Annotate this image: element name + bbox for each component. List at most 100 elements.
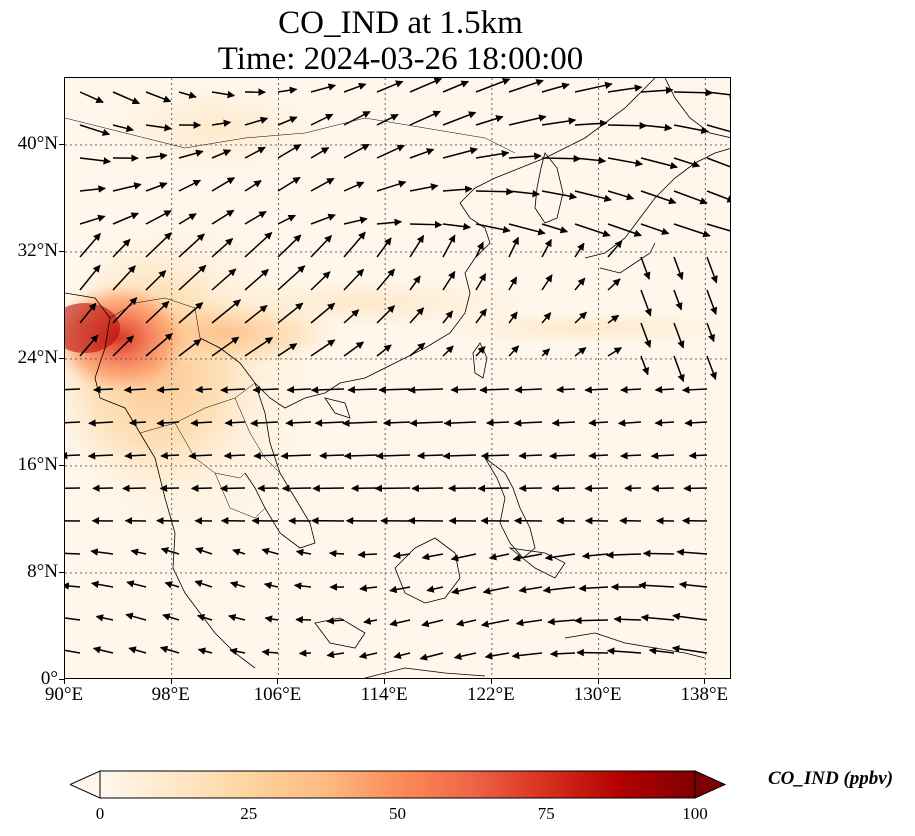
wind-arrow [574,346,587,357]
wind-arrow [547,617,576,626]
wind-arrow [426,585,444,593]
wind-arrow [574,311,587,324]
wind-arrow [706,157,730,168]
latitude-tick-label: 40°N [17,132,58,154]
wind-arrow [486,418,510,427]
wind-arrow [541,348,551,357]
wind-arrow [211,149,232,159]
latitude-tick-label: 32°N [17,239,58,261]
wind-arrow [211,237,234,258]
plot-title-time: Time: 2024-03-26 18:00:00 [217,41,584,77]
wind-arrow [343,216,368,225]
wind-arrow [480,452,510,460]
wind-arrow [376,237,392,258]
latitude-tick-label: 0° [40,668,58,689]
wind-vectors [65,78,730,661]
wind-arrow [277,176,301,192]
wind-arrow [65,421,81,424]
gridlines [65,78,730,678]
wind-arrow [475,345,486,357]
wind-arrow [389,619,411,627]
wind-arrow [453,652,477,660]
wind-arrow [326,617,345,625]
plot-title-variable: CO_IND at 1.5km [278,5,523,41]
longitude-tick-label: 130°E [573,684,622,705]
wind-arrow [393,651,411,660]
wind-arrow [479,386,510,394]
wind-arrow [475,115,504,126]
wind-arrow [92,646,114,654]
wind-arrow [421,552,444,561]
wind-arrow [576,648,609,657]
wind-arrow [342,419,378,427]
wind-arrow [607,157,643,167]
wind-arrow [250,419,279,427]
wind-arrow [706,355,717,381]
wind-arrow [112,124,134,133]
latitude-tick-mark [59,143,64,145]
wind-arrow [706,124,730,133]
map-panel [64,77,731,679]
wind-arrow [442,345,454,357]
wind-arrow [584,386,609,394]
wind-arrow [91,580,114,589]
wind-arrow [79,185,106,193]
wind-arrow [160,547,180,555]
wind-arrow [389,585,411,594]
wind-arrow [357,550,378,559]
map-canvas [65,78,730,678]
wind-arrow [343,452,378,460]
wind-arrow [512,553,543,562]
wind-arrow [706,322,716,343]
wind-arrow [232,548,246,556]
wind-arrow [549,650,576,658]
wind-arrow [640,613,675,622]
wind-arrow [228,613,246,622]
wind-arrow [178,179,202,192]
latitude-tick-mark [59,357,64,359]
wind-arrow [684,419,708,427]
wind-arrow [574,190,612,203]
wind-arrow [229,647,246,656]
wind-arrow [253,452,279,460]
longitude-tick-label: 98°E [151,684,190,705]
wind-arrow [310,271,331,291]
wind-arrow [613,615,642,624]
wind-arrow [508,79,544,93]
wind-arrow [640,322,652,348]
wind-arrow [376,180,407,192]
wind-arrow [409,234,425,258]
wind-arrow [211,299,241,324]
wind-arrow [541,154,582,163]
wind-arrow [156,386,180,394]
wind-arrow [211,268,237,291]
wind-arrow [79,334,99,357]
longitude-tick-mark [704,679,706,684]
wind-arrow [673,124,709,135]
wind-arrow [65,388,81,391]
wind-arrow [541,190,578,200]
colorbar-tick-label: 25 [240,804,258,823]
wind-arrow [112,265,136,291]
wind-arrow [574,616,609,625]
wind-arrow [688,451,708,460]
wind-arrow [188,452,213,460]
wind-arrow [640,190,677,205]
wind-arrow [551,419,576,427]
wind-arrow [224,419,246,427]
wind-arrow [244,268,269,291]
wind-arrow [343,268,365,291]
colorbar-min-extend [70,770,101,799]
wind-arrow [409,148,435,159]
wind-arrow [409,419,444,427]
wind-arrow [672,612,708,621]
longitude-tick-mark [490,679,492,684]
wind-arrow [475,78,511,93]
wind-arrow [518,585,543,594]
wind-arrow [584,484,609,493]
latitude-tick-label: 8°N [27,560,58,582]
wind-arrow [277,342,298,357]
wind-arrow [419,652,444,661]
wind-arrow [295,548,312,557]
wind-arrow [79,124,111,136]
